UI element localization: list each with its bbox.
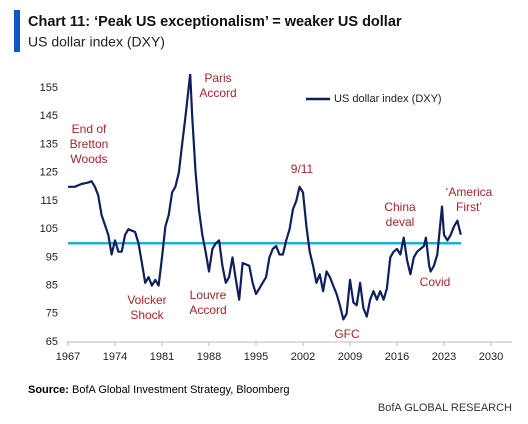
annotation: First’ <box>456 200 482 214</box>
annotation: ‘America <box>446 185 493 199</box>
annotation: deval <box>386 215 415 229</box>
annotation: Accord <box>199 86 236 100</box>
annotation: Bretton <box>70 137 109 151</box>
annotation: Volcker <box>127 293 166 307</box>
annotation: Paris <box>204 71 231 85</box>
x-tick-label: 1988 <box>197 351 221 363</box>
footer: BofA GLOBAL RESEARCH <box>378 402 512 414</box>
x-tick-label: 1967 <box>56 351 80 363</box>
y-tick-label: 105 <box>40 223 58 235</box>
source-note: Source: BofA Global Investment Strategy,… <box>28 384 290 396</box>
source-text: BofA Global Investment Strategy, Bloombe… <box>72 384 289 396</box>
y-tick-label: 85 <box>46 279 58 291</box>
x-tick-label: 2023 <box>432 351 456 363</box>
x-tick-label: 2002 <box>291 351 315 363</box>
annotation: 9/11 <box>291 162 314 176</box>
y-tick-label: 135 <box>40 138 58 150</box>
annotation: Shock <box>130 308 164 322</box>
annotation: End of <box>72 122 107 136</box>
y-tick-label: 155 <box>40 82 58 94</box>
title-bar <box>14 10 20 52</box>
y-tick-label: 95 <box>46 251 58 263</box>
y-tick-label: 75 <box>46 308 58 320</box>
annotation: Covid <box>420 275 451 289</box>
x-tick-label: 1995 <box>244 351 268 363</box>
source-label: Source: <box>28 384 69 396</box>
x-tick-label: 2016 <box>385 351 409 363</box>
annotation: Louvre <box>190 288 227 302</box>
series-line <box>68 74 462 321</box>
annotation: Accord <box>189 303 226 317</box>
x-tick-label: 1974 <box>103 351 127 363</box>
y-tick-label: 115 <box>40 195 58 207</box>
x-tick-label: 1981 <box>150 351 174 363</box>
x-tick-label: 2009 <box>338 351 362 363</box>
chart-title: Chart 11: ‘Peak US exceptionalism’ = wea… <box>28 14 402 30</box>
annotation: China <box>384 200 416 214</box>
x-tick-label: 2030 <box>479 351 503 363</box>
chart-subtitle: US dollar index (DXY) <box>28 34 165 50</box>
annotation: GFC <box>334 327 360 341</box>
legend-label: US dollar index (DXY) <box>334 93 442 105</box>
y-tick-label: 65 <box>46 336 58 348</box>
y-tick-label: 125 <box>40 167 58 179</box>
annotation: Woods <box>70 152 107 166</box>
y-tick-label: 145 <box>40 110 58 122</box>
